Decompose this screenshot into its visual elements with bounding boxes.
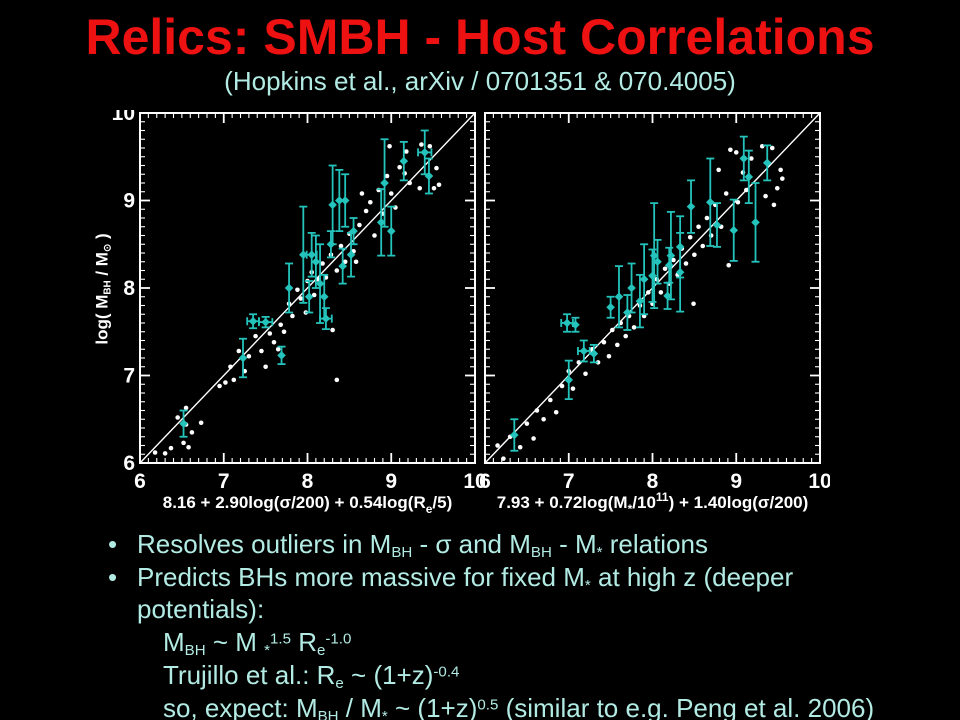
bullet-dot-icon: • xyxy=(108,562,118,592)
svg-text:6: 6 xyxy=(479,470,491,493)
svg-text:9: 9 xyxy=(123,190,135,213)
svg-text:8: 8 xyxy=(302,470,314,493)
svg-text:7: 7 xyxy=(563,470,575,493)
scatter-panel-right: 6 7 8 9 107.93 + 0.72log(M*/1011) + 1.40log(… xyxy=(479,112,830,516)
svg-text:8.16 + 2.90log(σ/200) + 0.54lo: 8.16 + 2.90log(σ/200) + 0.54log(Re/5) xyxy=(163,493,453,516)
svg-text:9: 9 xyxy=(385,470,397,493)
formula-line-3: so, expect: MBH / M* ~ (1+z)0.5 (similar… xyxy=(163,693,875,720)
svg-text:6: 6 xyxy=(123,452,135,475)
svg-text:6: 6 xyxy=(134,470,146,493)
slide-subtitle: (Hopkins et al., arXiv / 0701351 & 070.4… xyxy=(224,66,736,96)
svg-text:7: 7 xyxy=(123,365,135,388)
svg-text:10: 10 xyxy=(463,470,485,493)
bullet-text-2: Predicts BHs more massive for fixed M* a… xyxy=(137,562,794,595)
svg-text:8: 8 xyxy=(123,277,135,300)
bullet-dot-icon: • xyxy=(108,529,118,559)
slide-title: Relics: SMBH - Host Correlations xyxy=(85,9,875,65)
svg-text:9: 9 xyxy=(730,470,742,493)
svg-text:10: 10 xyxy=(112,110,135,125)
svg-text:7: 7 xyxy=(218,470,230,493)
bullet-text-2-continued: potentials): xyxy=(137,594,265,624)
bullet-text-1: Resolves outliers in MBH - σ and MBH - M… xyxy=(137,529,708,562)
bullet-item-2: • Predicts BHs more massive for fixed M* … xyxy=(108,562,793,594)
bullet-item-1: • Resolves outliers in MBH - σ and MBH - … xyxy=(108,529,708,561)
scatter-panel-left: 6 7 8 9 10 6 7 8 9 10 8.16 + 2.90log(σ/200) + 0.54… xyxy=(112,110,485,516)
svg-text:7.93 + 0.72log(M*/1011) + 1.40: 7.93 + 0.72log(M*/1011) + 1.40log(σ/200) xyxy=(497,490,809,516)
svg-text:8: 8 xyxy=(647,470,659,493)
svg-text:10: 10 xyxy=(808,470,830,493)
formula-line-2: Trujillo et al.: Re ~ (1+z)-0.4 xyxy=(163,660,460,693)
formula-line-1: MBH ~ M *1.5 Re-1.0 xyxy=(163,627,352,660)
